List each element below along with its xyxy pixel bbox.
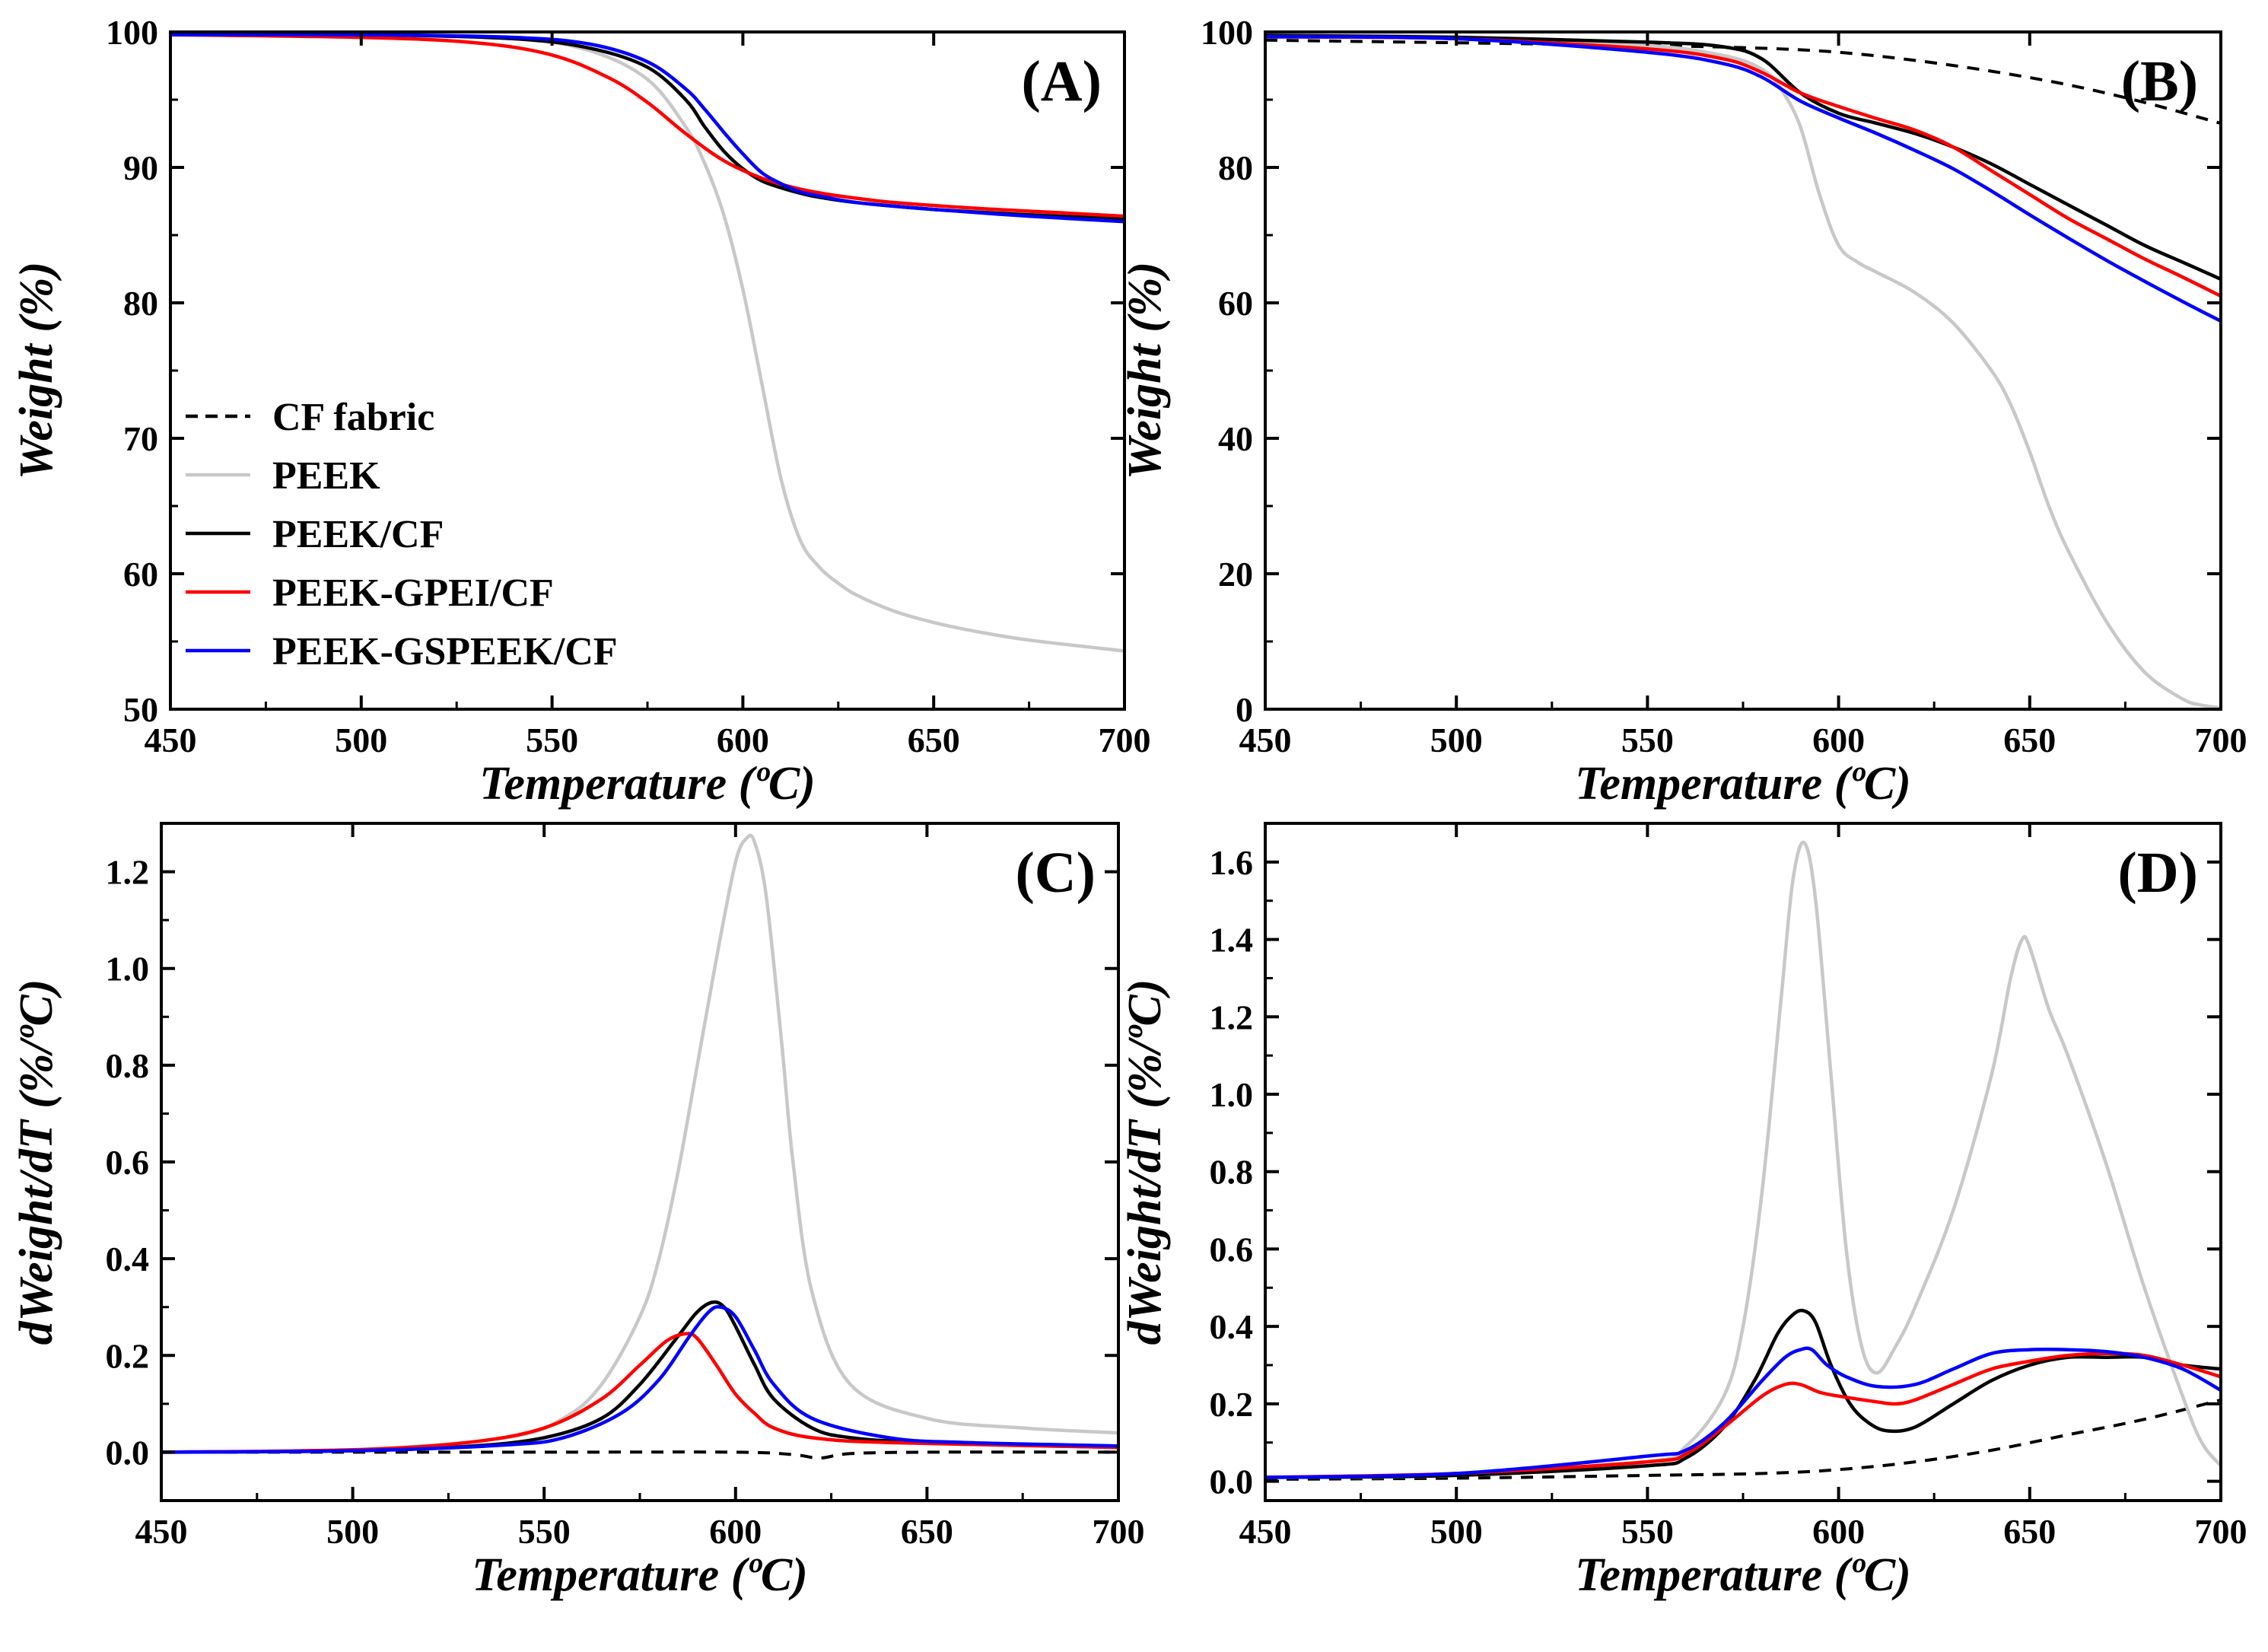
y-tick-label: 1.2 (1210, 998, 1254, 1036)
x-tick-label: 600 (1812, 1512, 1865, 1551)
series-group (161, 833, 1118, 1460)
x-tick-label: 650 (908, 721, 960, 759)
legend: CF fabric PEEK PEEK/CF PEEK-GPEI/CF PEEK-GSP… (186, 396, 618, 673)
legend-label: PEEK (272, 454, 380, 498)
y-tick-label: 40 (1218, 419, 1253, 458)
y-axis-title: Weight (%) (1119, 262, 1171, 479)
y-tick-label: 100 (1201, 13, 1253, 52)
series-group (170, 32, 1124, 653)
x-tick-label: 550 (1621, 1512, 1674, 1551)
y-tick-label: 20 (1218, 555, 1253, 594)
series-line-peek (161, 833, 1118, 1454)
chart-panel-3: 450 500 550 600 650 700 0.0 0.2 0.4 0.6 0.8 1.0 1.2 T… (11, 822, 1145, 1601)
panel-label: (A) (1021, 49, 1102, 113)
series-line-peek-cf (161, 1300, 1118, 1454)
y-tick-label: 0.6 (106, 1143, 150, 1182)
x-axis-title: Temperature (ºC) (1575, 758, 1911, 810)
y-tick-label: 0.2 (106, 1336, 150, 1375)
series-line-peek-gspeek-cf (1265, 34, 2221, 323)
x-tick-label: 600 (1812, 721, 1865, 759)
legend-label: PEEK-GSPEEK/CF (272, 630, 618, 673)
y-tick-label: 1.6 (1210, 843, 1254, 882)
y-axis-title: dWeight/dT (%/ºC) (1119, 979, 1171, 1345)
y-tick-label: 1.2 (106, 853, 150, 892)
y-tick-label: 80 (1218, 148, 1253, 187)
x-tick-label: 450 (1239, 721, 1292, 759)
y-tick-label: 90 (123, 148, 158, 187)
x-tick-label: 500 (1430, 1512, 1483, 1551)
x-tick-label: 500 (1430, 721, 1483, 759)
series-line-peek-cf (1265, 33, 2221, 282)
x-tick-label: 600 (709, 1512, 762, 1551)
x-tick-label: 450 (135, 1512, 188, 1551)
series-group (1265, 840, 2221, 1481)
panel-label: (D) (2117, 841, 2198, 905)
x-tick-label: 700 (2195, 1512, 2247, 1551)
x-tick-label: 700 (1093, 1512, 1145, 1551)
series-line-peek-cf (1265, 1308, 2221, 1479)
y-tick-label: 70 (123, 419, 158, 458)
plot-frame (1264, 30, 2222, 711)
series-line-peek-gpei-cf (161, 1332, 1118, 1454)
x-tick-label: 700 (1099, 721, 1151, 759)
series-line-peek-gspeek-cf (1265, 1346, 2221, 1479)
panel-label: (B) (2121, 49, 2198, 113)
x-tick-label: 650 (901, 1512, 953, 1551)
panel-label: (C) (1015, 841, 1096, 905)
y-tick-label: 50 (123, 690, 158, 729)
x-axis-title: Temperature (ºC) (1575, 1549, 1911, 1601)
y-tick-label: 1.4 (1210, 921, 1254, 960)
x-tick-label: 650 (2003, 1512, 2056, 1551)
y-tick-label: 0.0 (1210, 1463, 1254, 1501)
x-tick-label: 700 (2195, 721, 2247, 759)
y-tick-label: 0.4 (106, 1240, 150, 1278)
series-line-peek (170, 32, 1124, 653)
chart-panel-1: 450 500 550 600 650 700 50 60 70 80 90 100 Temperatu… (11, 13, 1151, 810)
y-tick-label: 0.4 (1210, 1307, 1254, 1346)
y-tick-label: 0.2 (1210, 1385, 1254, 1424)
y-tick-label: 0.6 (1210, 1230, 1254, 1268)
y-axis-title: Weight (%) (11, 262, 62, 479)
y-tick-label: 80 (123, 284, 158, 323)
y-tick-label: 100 (106, 13, 158, 52)
x-tick-label: 650 (2003, 721, 2056, 759)
series-line-cf-fabric (1265, 1398, 2221, 1481)
y-tick-label: 0 (1236, 690, 1253, 729)
x-tick-label: 450 (1239, 1512, 1292, 1551)
y-tick-label: 0.8 (1210, 1153, 1254, 1192)
series-line-peek-gspeek-cf (170, 33, 1124, 224)
y-tick-label: 0.8 (106, 1046, 150, 1085)
y-axis-title: dWeight/dT (%/ºC) (11, 979, 62, 1345)
series-line-peek-gpei-cf (1265, 1351, 2221, 1479)
x-axis-title: Temperature (ºC) (479, 758, 816, 810)
y-tick-label: 0.0 (106, 1433, 150, 1472)
x-tick-label: 600 (717, 721, 769, 759)
x-axis-title: Temperature (ºC) (472, 1549, 808, 1601)
series-line-peek-gpei-cf (170, 33, 1124, 218)
x-tick-label: 550 (1621, 721, 1674, 759)
legend-label: PEEK/CF (272, 513, 444, 556)
series-line-cf-fabric (1265, 38, 2221, 126)
series-line-peek (1265, 33, 2221, 709)
x-tick-label: 500 (326, 1512, 379, 1551)
x-tick-label: 550 (518, 1512, 571, 1551)
series-line-peek (1265, 840, 2221, 1479)
chart-panel-4: 450 500 550 600 650 700 0.0 0.2 0.4 0.6 0.8 1.0 1.2 1… (1119, 822, 2247, 1601)
chart-panel-2: 450 500 550 600 650 700 0 20 40 60 80 100 Temperatur… (1119, 13, 2247, 810)
legend-label: PEEK-GPEI/CF (272, 571, 554, 615)
series-group (1265, 33, 2221, 709)
legend-label: CF fabric (272, 396, 434, 439)
x-tick-label: 450 (145, 721, 197, 759)
series-line-peek-gpei-cf (1265, 34, 2221, 298)
x-tick-label: 500 (335, 721, 387, 759)
series-line-peek-gspeek-cf (161, 1305, 1118, 1454)
y-tick-label: 1.0 (1210, 1075, 1254, 1114)
x-tick-label: 550 (526, 721, 578, 759)
y-tick-label: 1.0 (106, 950, 150, 988)
y-tick-label: 60 (1218, 284, 1253, 323)
y-tick-label: 60 (123, 555, 158, 594)
